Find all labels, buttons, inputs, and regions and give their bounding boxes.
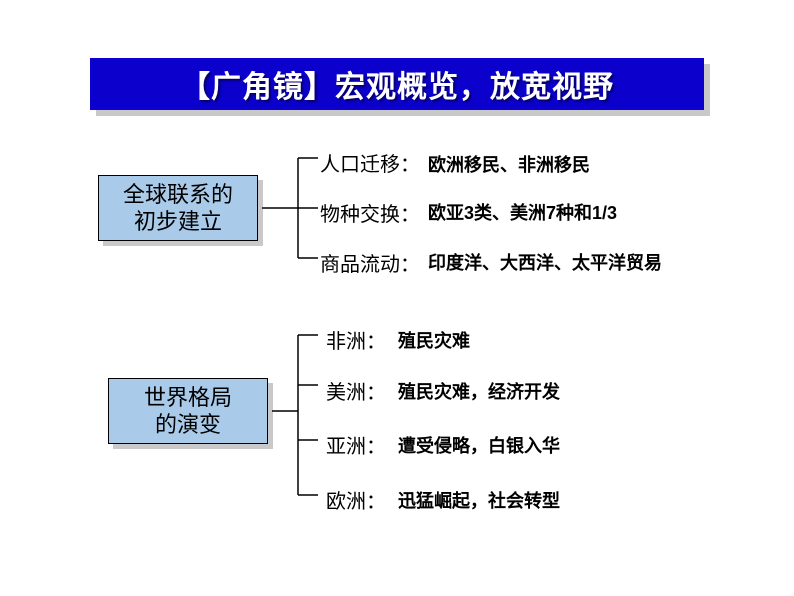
row-value: 迅猛崛起，社会转型 (398, 487, 560, 513)
row-value: 欧洲移民、非洲移民 (428, 151, 590, 177)
row-label: 人口迁移： (320, 148, 420, 177)
row-label: 美洲： (326, 376, 386, 405)
row-label: 商品流动： (320, 248, 420, 277)
box-line: 世界格局 (144, 384, 232, 412)
title-bar: 【广角镜】宏观概览，放宽视野 (90, 58, 704, 110)
row-label: 非洲： (326, 325, 386, 354)
box-line: 全球联系的 (123, 181, 233, 209)
row-value: 殖民灾难，经济开发 (398, 378, 560, 404)
section-box-world-pattern: 世界格局 的演变 (108, 378, 268, 444)
row-label: 亚洲： (326, 430, 386, 459)
row-label: 物种交换： (320, 198, 420, 227)
row-label: 欧洲： (326, 485, 386, 514)
box-line: 初步建立 (134, 208, 222, 236)
section-box-global-links: 全球联系的 初步建立 (98, 175, 258, 241)
row-value: 殖民灾难 (398, 327, 470, 353)
box-fill: 全球联系的 初步建立 (98, 175, 258, 241)
row-value: 欧亚3类、美洲7种和1/3 (428, 199, 617, 225)
row-value: 印度洋、大西洋、太平洋贸易 (428, 249, 662, 275)
title-bar-fill: 【广角镜】宏观概览，放宽视野 (90, 58, 704, 110)
box-fill: 世界格局 的演变 (108, 378, 268, 444)
row-value: 遭受侵略，白银入华 (398, 432, 560, 458)
title-text: 【广角镜】宏观概览，放宽视野 (180, 62, 614, 106)
box-line: 的演变 (155, 411, 221, 439)
